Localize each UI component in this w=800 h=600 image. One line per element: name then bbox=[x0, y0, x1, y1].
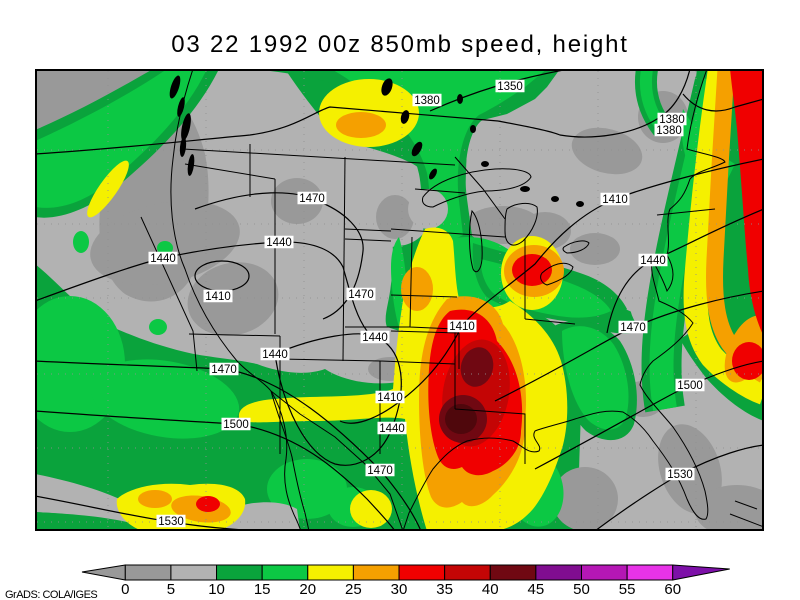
svg-text:1380: 1380 bbox=[659, 114, 685, 126]
svg-text:1350: 1350 bbox=[497, 81, 523, 93]
svg-text:1470: 1470 bbox=[367, 465, 393, 477]
svg-text:1530: 1530 bbox=[158, 516, 184, 528]
svg-text:1440: 1440 bbox=[262, 349, 288, 361]
svg-text:1440: 1440 bbox=[150, 253, 176, 265]
svg-text:60: 60 bbox=[664, 581, 681, 598]
svg-text:1380: 1380 bbox=[656, 125, 682, 137]
svg-text:25: 25 bbox=[345, 581, 362, 598]
svg-text:1410: 1410 bbox=[602, 194, 628, 206]
svg-text:45: 45 bbox=[528, 581, 545, 598]
svg-text:15: 15 bbox=[254, 581, 271, 598]
svg-text:10: 10 bbox=[208, 581, 225, 598]
svg-text:20: 20 bbox=[299, 581, 316, 598]
svg-text:35: 35 bbox=[436, 581, 453, 598]
svg-text:1410: 1410 bbox=[205, 291, 231, 303]
svg-text:1470: 1470 bbox=[211, 364, 237, 376]
svg-text:50: 50 bbox=[573, 581, 590, 598]
svg-text:1380: 1380 bbox=[414, 95, 440, 107]
svg-text:55: 55 bbox=[619, 581, 636, 598]
svg-text:1410: 1410 bbox=[449, 321, 475, 333]
svg-text:1410: 1410 bbox=[377, 392, 403, 404]
svg-text:1440: 1440 bbox=[640, 255, 666, 267]
svg-text:1500: 1500 bbox=[677, 380, 703, 392]
svg-text:1440: 1440 bbox=[266, 237, 292, 249]
svg-text:40: 40 bbox=[482, 581, 499, 598]
svg-text:0: 0 bbox=[121, 581, 129, 598]
svg-text:1500: 1500 bbox=[223, 419, 249, 431]
svg-text:30: 30 bbox=[391, 581, 408, 598]
svg-text:1470: 1470 bbox=[299, 193, 325, 205]
svg-text:1470: 1470 bbox=[348, 289, 374, 301]
svg-text:5: 5 bbox=[167, 581, 175, 598]
svg-text:1440: 1440 bbox=[362, 332, 388, 344]
svg-text:1530: 1530 bbox=[667, 469, 693, 481]
svg-text:1440: 1440 bbox=[379, 423, 405, 435]
svg-text:1470: 1470 bbox=[620, 322, 646, 334]
